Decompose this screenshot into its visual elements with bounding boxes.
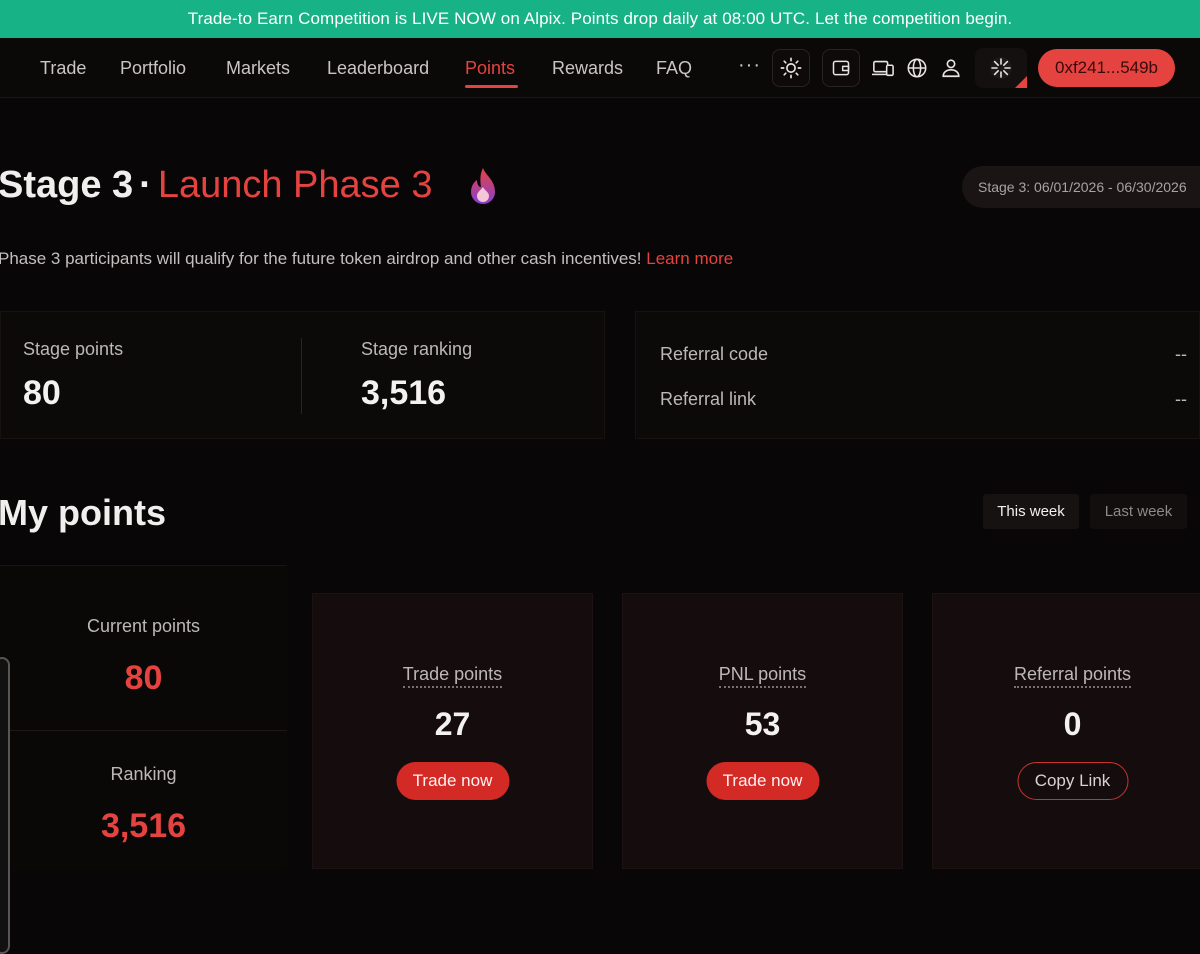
trade-points-value: 27 — [434, 706, 471, 742]
devices-icon — [872, 60, 894, 77]
announcement-banner: Trade-to Earn Competition is LIVE NOW on… — [0, 0, 1200, 38]
theme-toggle-button[interactable] — [772, 49, 810, 87]
profile-avatar-button[interactable] — [975, 48, 1027, 88]
trade-points-card: Trade points 27 Trade now — [312, 593, 593, 869]
fire-icon — [471, 168, 495, 204]
avatar-icon — [990, 57, 1012, 79]
referral-points-label: Referral points — [933, 664, 1200, 688]
summary-panel: Current points 80 Ranking 3,516 — [0, 565, 287, 870]
learn-more-link[interactable]: Learn more — [646, 249, 734, 268]
tab-last-week[interactable]: Last week — [1090, 494, 1187, 529]
account-button[interactable] — [932, 49, 970, 87]
user-icon — [942, 59, 960, 78]
stage-stats-panel: Stage points 80 Stage ranking 3,516 — [0, 311, 605, 439]
stage-points-value: 80 — [23, 374, 61, 412]
pnl-points-card: PNL points 53 Trade now — [622, 593, 903, 869]
referral-code-value: -- — [1175, 344, 1187, 364]
referral-points-card: Referral points 0 Copy Link — [932, 593, 1200, 869]
pnl-points-label: PNL points — [623, 664, 902, 688]
date-range-text: Stage 3: 06/01/2026 - 06/30/2026 — [978, 179, 1187, 195]
nav-faq[interactable]: FAQ — [656, 58, 693, 78]
my-points-heading: My points — [0, 492, 166, 533]
nav-portfolio[interactable]: Portfolio — [120, 58, 187, 78]
pnl-trade-now-button[interactable]: Trade now — [706, 762, 819, 800]
nav-rewards[interactable]: Rewards — [552, 58, 624, 78]
referral-points-value: 0 — [1063, 706, 1082, 742]
copy-link-button[interactable]: Copy Link — [1017, 762, 1128, 800]
wallet-icon — [832, 60, 850, 76]
title-separator: · — [139, 164, 152, 206]
description-text: Phase 3 participants will qualify for th… — [0, 249, 642, 268]
stage-ranking-value: 3,516 — [361, 374, 447, 412]
current-points-value: 80 — [124, 659, 163, 697]
stage-description: Phase 3 participants will qualify for th… — [0, 249, 733, 269]
language-button[interactable] — [898, 49, 936, 87]
ranking-label: Ranking — [110, 764, 177, 784]
stage-points-label: Stage points — [23, 339, 124, 359]
stage-date-range: Stage 3: 06/01/2026 - 06/30/2026 — [962, 166, 1200, 208]
nav-active-indicator — [465, 85, 518, 88]
ranking-value: 3,516 — [100, 807, 187, 845]
devices-button[interactable] — [864, 49, 902, 87]
nav-points[interactable]: Points — [465, 58, 516, 78]
stats-divider — [301, 338, 302, 414]
sun-icon — [780, 57, 802, 79]
tab-this-week[interactable]: This week — [983, 494, 1079, 529]
announcement-text: Trade-to Earn Competition is LIVE NOW on… — [187, 9, 1013, 28]
current-points-label: Current points — [86, 616, 201, 636]
trade-points-label: Trade points — [313, 664, 592, 688]
more-menu-icon[interactable]: ··· — [738, 54, 761, 76]
page-title: Stage 3 · Launch Phase 3 — [0, 164, 433, 207]
referral-code-label: Referral code — [660, 344, 769, 364]
summary-divider — [0, 730, 287, 731]
referral-link-value: -- — [1175, 389, 1187, 409]
referral-link-label: Referral link — [660, 389, 757, 409]
nav-markets[interactable]: Markets — [226, 58, 291, 78]
stage-ranking-label: Stage ranking — [361, 339, 473, 359]
pnl-points-value: 53 — [744, 706, 781, 742]
wallet-button[interactable] — [822, 49, 860, 87]
side-scrollbar[interactable] — [0, 657, 10, 954]
nav-trade[interactable]: Trade — [40, 58, 87, 78]
top-nav: Trade Portfolio Markets Leaderboard Poin… — [0, 38, 1200, 98]
wallet-address-button[interactable]: 0xf241...549b — [1038, 49, 1175, 87]
referral-panel: Referral code -- Referral link -- — [635, 311, 1200, 439]
trade-now-button[interactable]: Trade now — [396, 762, 509, 800]
stage-prefix: Stage 3 — [0, 164, 134, 206]
avatar-badge — [1015, 76, 1027, 88]
globe-icon — [907, 58, 927, 78]
phase-name: Launch Phase 3 — [157, 164, 433, 206]
nav-leaderboard[interactable]: Leaderboard — [327, 58, 430, 78]
